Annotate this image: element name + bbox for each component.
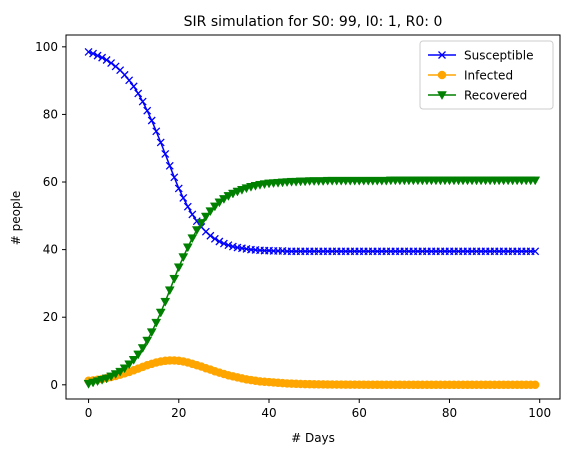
susceptible-point bbox=[210, 234, 219, 243]
susceptible-point bbox=[138, 97, 147, 106]
legend-swatch-marker bbox=[437, 91, 447, 101]
recovered-point bbox=[124, 360, 135, 370]
recovered-point bbox=[214, 198, 225, 208]
legend-swatch-marker bbox=[437, 70, 447, 80]
recovered-point bbox=[178, 253, 189, 263]
recovered-point bbox=[160, 297, 171, 307]
recovered-point bbox=[187, 234, 198, 244]
x-tick-label: 60 bbox=[352, 406, 367, 420]
susceptible-point bbox=[93, 51, 102, 60]
recovered-point bbox=[146, 328, 157, 338]
recovered-point bbox=[115, 367, 126, 377]
legend-label: Susceptible bbox=[464, 49, 533, 63]
x-tick-label: 80 bbox=[442, 406, 457, 420]
susceptible-point bbox=[89, 49, 98, 58]
infected-point bbox=[530, 380, 540, 390]
susceptible-point bbox=[107, 59, 116, 68]
legend-swatch-marker bbox=[438, 51, 446, 59]
susceptible-point bbox=[156, 138, 165, 147]
recovered-point bbox=[128, 356, 139, 365]
recovered-point bbox=[164, 286, 175, 296]
susceptible-point bbox=[188, 210, 197, 219]
susceptible-point bbox=[134, 89, 143, 98]
y-tick-label: 0 bbox=[50, 378, 58, 392]
recovered-point bbox=[142, 336, 153, 346]
susceptible-point bbox=[183, 202, 192, 211]
susceptible-point bbox=[98, 53, 107, 62]
recovered-point bbox=[119, 364, 130, 374]
susceptible-point bbox=[531, 247, 540, 256]
susceptible-series bbox=[84, 47, 540, 256]
recovered-point bbox=[209, 202, 220, 212]
axes-frame bbox=[65, 34, 561, 400]
recovered-point bbox=[200, 212, 211, 222]
recovered-point bbox=[151, 318, 162, 328]
susceptible-point bbox=[165, 161, 174, 170]
susceptible-point bbox=[224, 241, 233, 250]
recovered-point bbox=[530, 176, 541, 186]
recovered-series bbox=[83, 176, 541, 389]
recovered-point bbox=[191, 226, 202, 236]
susceptible-point bbox=[161, 150, 170, 158]
legend-item-infected: Infected bbox=[428, 69, 513, 83]
susceptible-point bbox=[152, 127, 161, 136]
y-tick-label: 80 bbox=[43, 107, 58, 121]
axis-ticks: 0 20 40 60 80 100 0 20 40 60 80 100 bbox=[35, 40, 551, 420]
recovered-point bbox=[182, 243, 193, 253]
susceptible-point bbox=[147, 116, 156, 125]
legend-label: Infected bbox=[464, 69, 513, 83]
y-axis-label: # people bbox=[9, 191, 23, 246]
susceptible-point bbox=[84, 47, 93, 56]
susceptible-point bbox=[206, 231, 215, 240]
y-tick-label: 20 bbox=[43, 310, 58, 324]
susceptible-point bbox=[129, 82, 138, 91]
recovered-point bbox=[155, 308, 166, 318]
susceptible-point bbox=[170, 173, 179, 182]
plot-area bbox=[83, 47, 541, 390]
recovered-point bbox=[173, 263, 184, 273]
susceptible-point bbox=[125, 76, 134, 85]
susceptible-point bbox=[174, 184, 183, 193]
susceptible-point bbox=[215, 237, 224, 246]
y-tick-label: 40 bbox=[43, 243, 58, 257]
recovered-point bbox=[133, 350, 144, 360]
y-tick-label: 60 bbox=[43, 175, 58, 189]
susceptible-point bbox=[179, 193, 188, 202]
recovered-point bbox=[218, 195, 229, 204]
legend-item-susceptible: Susceptible bbox=[428, 49, 533, 63]
susceptible-point bbox=[219, 239, 228, 248]
legend-item-recovered: Recovered bbox=[428, 89, 527, 103]
legend-label: Recovered bbox=[464, 89, 527, 103]
susceptible-line bbox=[88, 51, 536, 253]
chart-title: SIR simulation for S0: 99, I0: 1, R0: 0 bbox=[184, 14, 443, 30]
x-tick-label: 100 bbox=[528, 406, 551, 420]
recovered-point bbox=[196, 219, 207, 228]
x-tick-label: 20 bbox=[171, 406, 186, 420]
recovered-point bbox=[205, 207, 216, 217]
recovered-point bbox=[169, 274, 180, 284]
susceptible-point bbox=[143, 106, 152, 115]
legend-box bbox=[419, 40, 554, 110]
x-tick-label: 40 bbox=[261, 406, 276, 420]
legend: Susceptible Infected Recovered bbox=[419, 40, 554, 110]
x-axis-label: # Days bbox=[291, 431, 335, 445]
susceptible-point bbox=[102, 56, 111, 64]
x-tick-label: 0 bbox=[85, 406, 93, 420]
y-tick-label: 100 bbox=[35, 40, 58, 54]
recovered-point bbox=[137, 344, 148, 353]
